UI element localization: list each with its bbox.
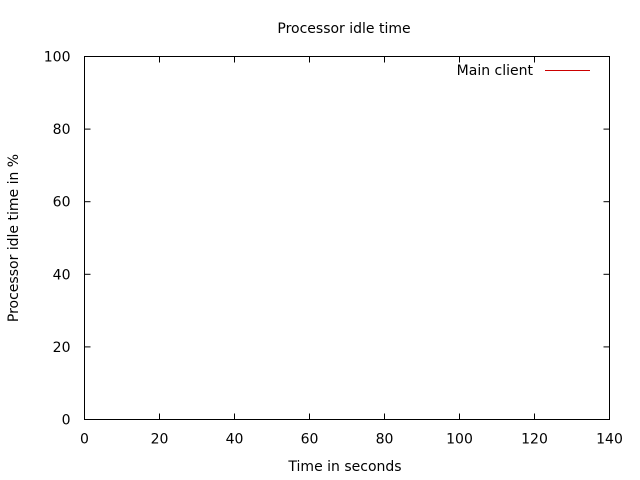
x-tick-label: 40 xyxy=(226,432,244,448)
x-tick-label: 140 xyxy=(596,432,623,448)
x-axis-label: Time in seconds xyxy=(287,459,401,475)
plot-frame xyxy=(84,56,610,420)
plot-area: 0 20 40 60 80 100 120 140 0 20 40 60 80 100 xyxy=(44,50,623,448)
y-tick-label: 80 xyxy=(53,122,71,138)
y-tick-label: 20 xyxy=(53,340,71,356)
y-axis: 0 20 40 60 80 100 xyxy=(44,50,610,429)
x-tick-label: 100 xyxy=(446,432,473,448)
y-tick-label: 100 xyxy=(44,50,71,66)
x-tick-label: 80 xyxy=(376,432,394,448)
chart-title: Processor idle time xyxy=(277,21,410,37)
legend: Main client xyxy=(457,63,590,79)
y-tick-label: 40 xyxy=(53,267,71,283)
y-tick-label: 0 xyxy=(62,413,71,429)
x-tick-label: 0 xyxy=(80,432,89,448)
x-tick-label: 20 xyxy=(151,432,169,448)
x-tick-label: 120 xyxy=(521,432,548,448)
legend-entry-main-client: Main client xyxy=(457,63,534,79)
y-tick-label: 60 xyxy=(53,195,71,211)
x-axis: 0 20 40 60 80 100 120 140 xyxy=(80,56,623,448)
y-axis-label: Processor idle time in % xyxy=(6,154,22,322)
x-tick-label: 60 xyxy=(301,432,319,448)
